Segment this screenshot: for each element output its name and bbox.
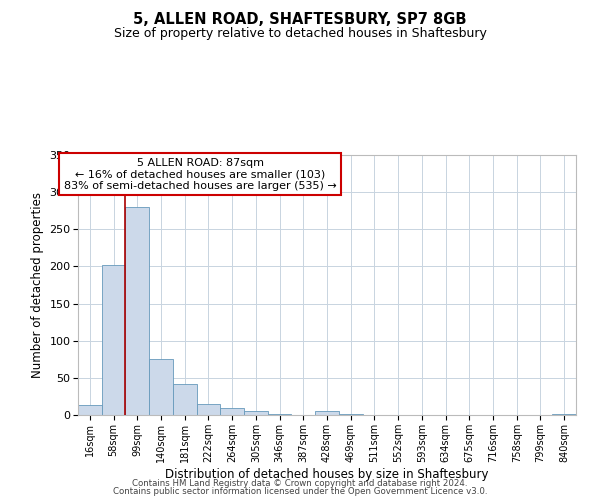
Bar — [244, 412, 268, 415]
Y-axis label: Number of detached properties: Number of detached properties — [31, 192, 44, 378]
Text: 5, ALLEN ROAD, SHAFTESBURY, SP7 8GB: 5, ALLEN ROAD, SHAFTESBURY, SP7 8GB — [133, 12, 467, 28]
Bar — [552, 414, 576, 415]
Bar — [78, 406, 102, 415]
Bar — [149, 360, 173, 415]
Bar — [339, 414, 362, 415]
X-axis label: Distribution of detached houses by size in Shaftesbury: Distribution of detached houses by size … — [165, 468, 489, 480]
Text: 5 ALLEN ROAD: 87sqm
← 16% of detached houses are smaller (103)
83% of semi-detac: 5 ALLEN ROAD: 87sqm ← 16% of detached ho… — [64, 158, 337, 191]
Bar — [220, 408, 244, 415]
Text: Contains public sector information licensed under the Open Government Licence v3: Contains public sector information licen… — [113, 487, 487, 496]
Bar — [102, 265, 125, 415]
Bar — [268, 414, 292, 415]
Bar — [125, 207, 149, 415]
Bar — [197, 404, 220, 415]
Text: Size of property relative to detached houses in Shaftesbury: Size of property relative to detached ho… — [113, 28, 487, 40]
Text: Contains HM Land Registry data © Crown copyright and database right 2024.: Contains HM Land Registry data © Crown c… — [132, 478, 468, 488]
Bar — [315, 410, 339, 415]
Bar — [173, 384, 197, 415]
